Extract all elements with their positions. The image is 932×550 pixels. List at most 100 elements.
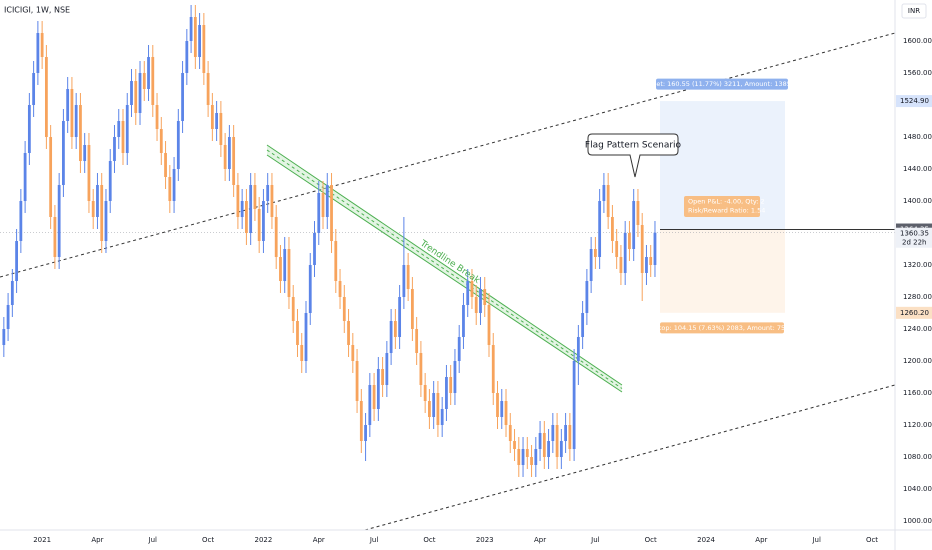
candle-body [457,337,461,361]
candle-body [300,345,304,361]
stop-label-box [660,322,784,334]
candle-body [40,33,44,57]
candle-body [564,425,567,441]
x-tick-label: 2023 [476,536,494,544]
candle-body [181,73,184,121]
x-tick-label: 2021 [33,536,51,544]
candle-body [636,201,640,225]
candle-body [462,305,465,337]
candle-body [440,409,444,425]
candle-body [23,153,27,201]
candle-body [428,401,431,417]
candle-body [270,185,274,217]
candle-body [551,425,555,441]
y-tick-label: 1320.00 [903,261,932,269]
candle-body [517,449,521,465]
candle-body [27,105,31,153]
candle-body [576,337,580,361]
candle-body [534,449,538,465]
candle-body [559,441,563,457]
candle-body [381,369,384,385]
candle-body [185,41,189,73]
candle-body [159,129,163,153]
candle-body [619,257,623,273]
candle-body [496,393,499,417]
candle-body [640,225,644,273]
candle-body [215,113,219,129]
candle-body [393,321,397,337]
x-tick-label: Oct [202,536,214,544]
candle-body [19,201,23,241]
candle-body [257,209,261,241]
candle-body [232,137,236,185]
candle-body [113,137,116,161]
candle-body [91,201,95,217]
candle-body [283,249,287,281]
target-label: Target: 160.55 (11.77%) 3211, Amount: 13… [642,80,801,88]
currency-box[interactable] [901,3,927,19]
y-tick-label: 1400.00 [903,197,932,205]
candle-body [291,297,295,321]
x-tick-label: Oct [423,536,435,544]
target-price: 1524.90 [900,97,929,105]
candle-body [240,201,244,217]
y-tick-label: 1200.00 [903,357,932,365]
x-tick-label: Jul [369,536,379,544]
candle-body [572,361,576,449]
upper-trendline [0,32,896,278]
candle-body [62,121,65,185]
candle-body [645,257,648,273]
candle-body [313,233,316,265]
candle-body [304,313,308,361]
candle-body [325,185,329,217]
candle-body [474,297,478,313]
candle-body [602,185,606,201]
candle-body [117,121,121,137]
candle-body [2,329,6,345]
candle-body [227,137,231,169]
candle-body [96,185,99,217]
candle-body [342,297,346,321]
candle-body [628,233,631,249]
candle-body [653,232,657,265]
candle-body [138,73,142,113]
candle-body [423,385,427,401]
candle-body [10,281,14,305]
candle-body [508,425,512,441]
candle-body [79,105,82,161]
stop-price-box [896,306,932,319]
candle-body [147,57,150,89]
candle-body [189,17,193,41]
candle-body [410,289,414,329]
y-tick-label: 1000.00 [903,517,932,525]
candle-body [210,105,214,129]
x-tick-label: Apr [91,536,103,544]
candle-body [521,449,525,465]
candle-body [479,289,482,313]
candle-body [445,377,448,409]
candle-body [368,385,372,425]
y-tick-label: 1120.00 [903,421,932,429]
x-tick-label: Jul [590,536,600,544]
candle-body [134,81,138,113]
candle-body [287,249,291,297]
stop-label: Stop: 104.15 (7.63%) 2083, Amount: 750 [655,324,790,332]
candle-body [615,241,619,257]
x-tick-label: 2022 [255,536,273,544]
stop-zone [660,229,785,313]
time-axis [0,530,932,550]
stop-price: 1260.20 [900,309,929,317]
y-tick-label: 1600.00 [903,37,932,45]
callout [587,133,679,178]
candle-body [504,401,508,425]
candle-body [36,33,40,73]
candle-body [568,425,572,449]
channel-fill [267,145,622,392]
candle-body [57,185,61,257]
candle-body [253,185,257,209]
candle-body [513,441,516,449]
position-tool [0,101,895,313]
candle-body [193,17,197,57]
candle-body [453,361,457,393]
candle-body [547,441,550,457]
